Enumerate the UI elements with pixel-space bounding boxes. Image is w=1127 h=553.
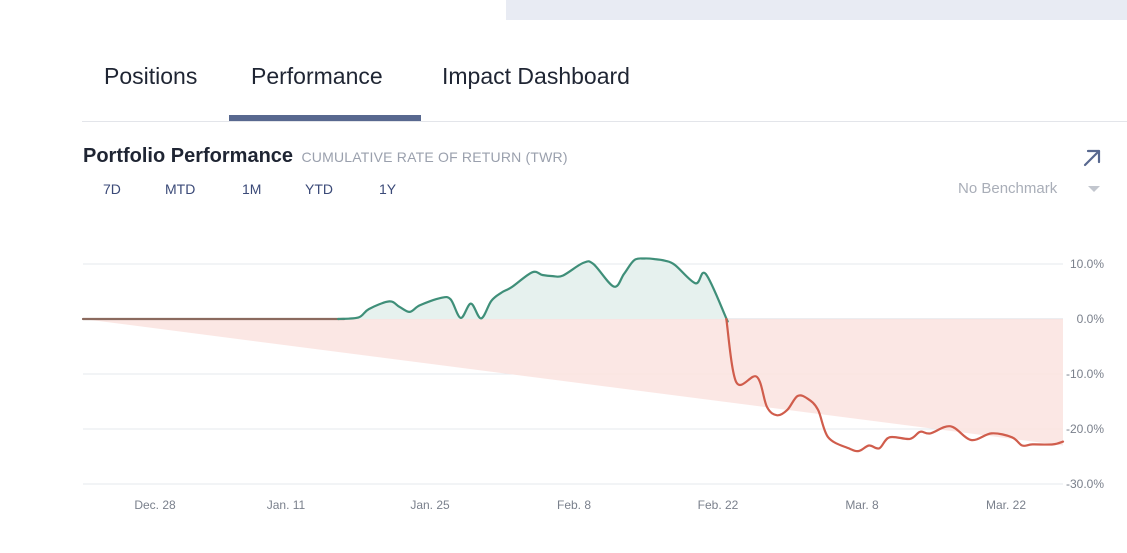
y-tick-label: -30.0% <box>1066 477 1104 491</box>
caret-down-icon <box>1088 186 1100 192</box>
section-subtitle: CUMULATIVE RATE OF RETURN (TWR) <box>301 149 568 165</box>
x-tick-label: Jan. 25 <box>410 498 450 512</box>
x-tick-label: Jan. 11 <box>267 498 306 512</box>
range-1y[interactable]: 1Y <box>379 181 397 197</box>
benchmark-label: No Benchmark <box>958 180 1058 197</box>
arrow-up-right-icon <box>1083 149 1101 167</box>
benchmark-dropdown[interactable]: No Benchmark <box>958 180 1108 200</box>
active-tab-indicator <box>229 115 421 121</box>
y-tick-label: 0.0% <box>1077 312 1105 326</box>
range-7d[interactable]: 7D <box>103 181 121 197</box>
tab-positions[interactable]: Positions <box>104 63 198 89</box>
section-title: Portfolio Performance <box>83 145 294 167</box>
x-tick-label: Mar. 22 <box>986 498 1026 512</box>
range-1m[interactable]: 1M <box>242 181 262 197</box>
range-mtd[interactable]: MTD <box>165 181 196 197</box>
tab-performance[interactable]: Performance <box>251 63 383 89</box>
expand-button[interactable] <box>1080 146 1104 170</box>
x-tick-label: Feb. 22 <box>698 498 739 512</box>
performance-line <box>337 257 729 323</box>
tab-bar: Positions Performance Impact Dashboard <box>82 40 1127 122</box>
y-tick-label: -10.0% <box>1066 367 1104 381</box>
y-tick-label: -20.0% <box>1066 422 1104 436</box>
x-tick-label: Mar. 8 <box>845 498 879 512</box>
range-ytd[interactable]: YTD <box>305 181 333 197</box>
positive-area <box>338 258 728 322</box>
tab-impact-dashboard[interactable]: Impact Dashboard <box>442 63 630 89</box>
top-banner <box>506 0 1127 20</box>
benchmark-area <box>83 319 1063 446</box>
x-tick-label: Feb. 8 <box>557 498 591 512</box>
section-header: Portfolio Performance CUMULATIVE RATE OF… <box>83 145 568 171</box>
x-tick-label: Dec. 28 <box>134 498 176 512</box>
y-tick-label: 10.0% <box>1070 257 1104 271</box>
performance-line <box>725 317 1065 453</box>
